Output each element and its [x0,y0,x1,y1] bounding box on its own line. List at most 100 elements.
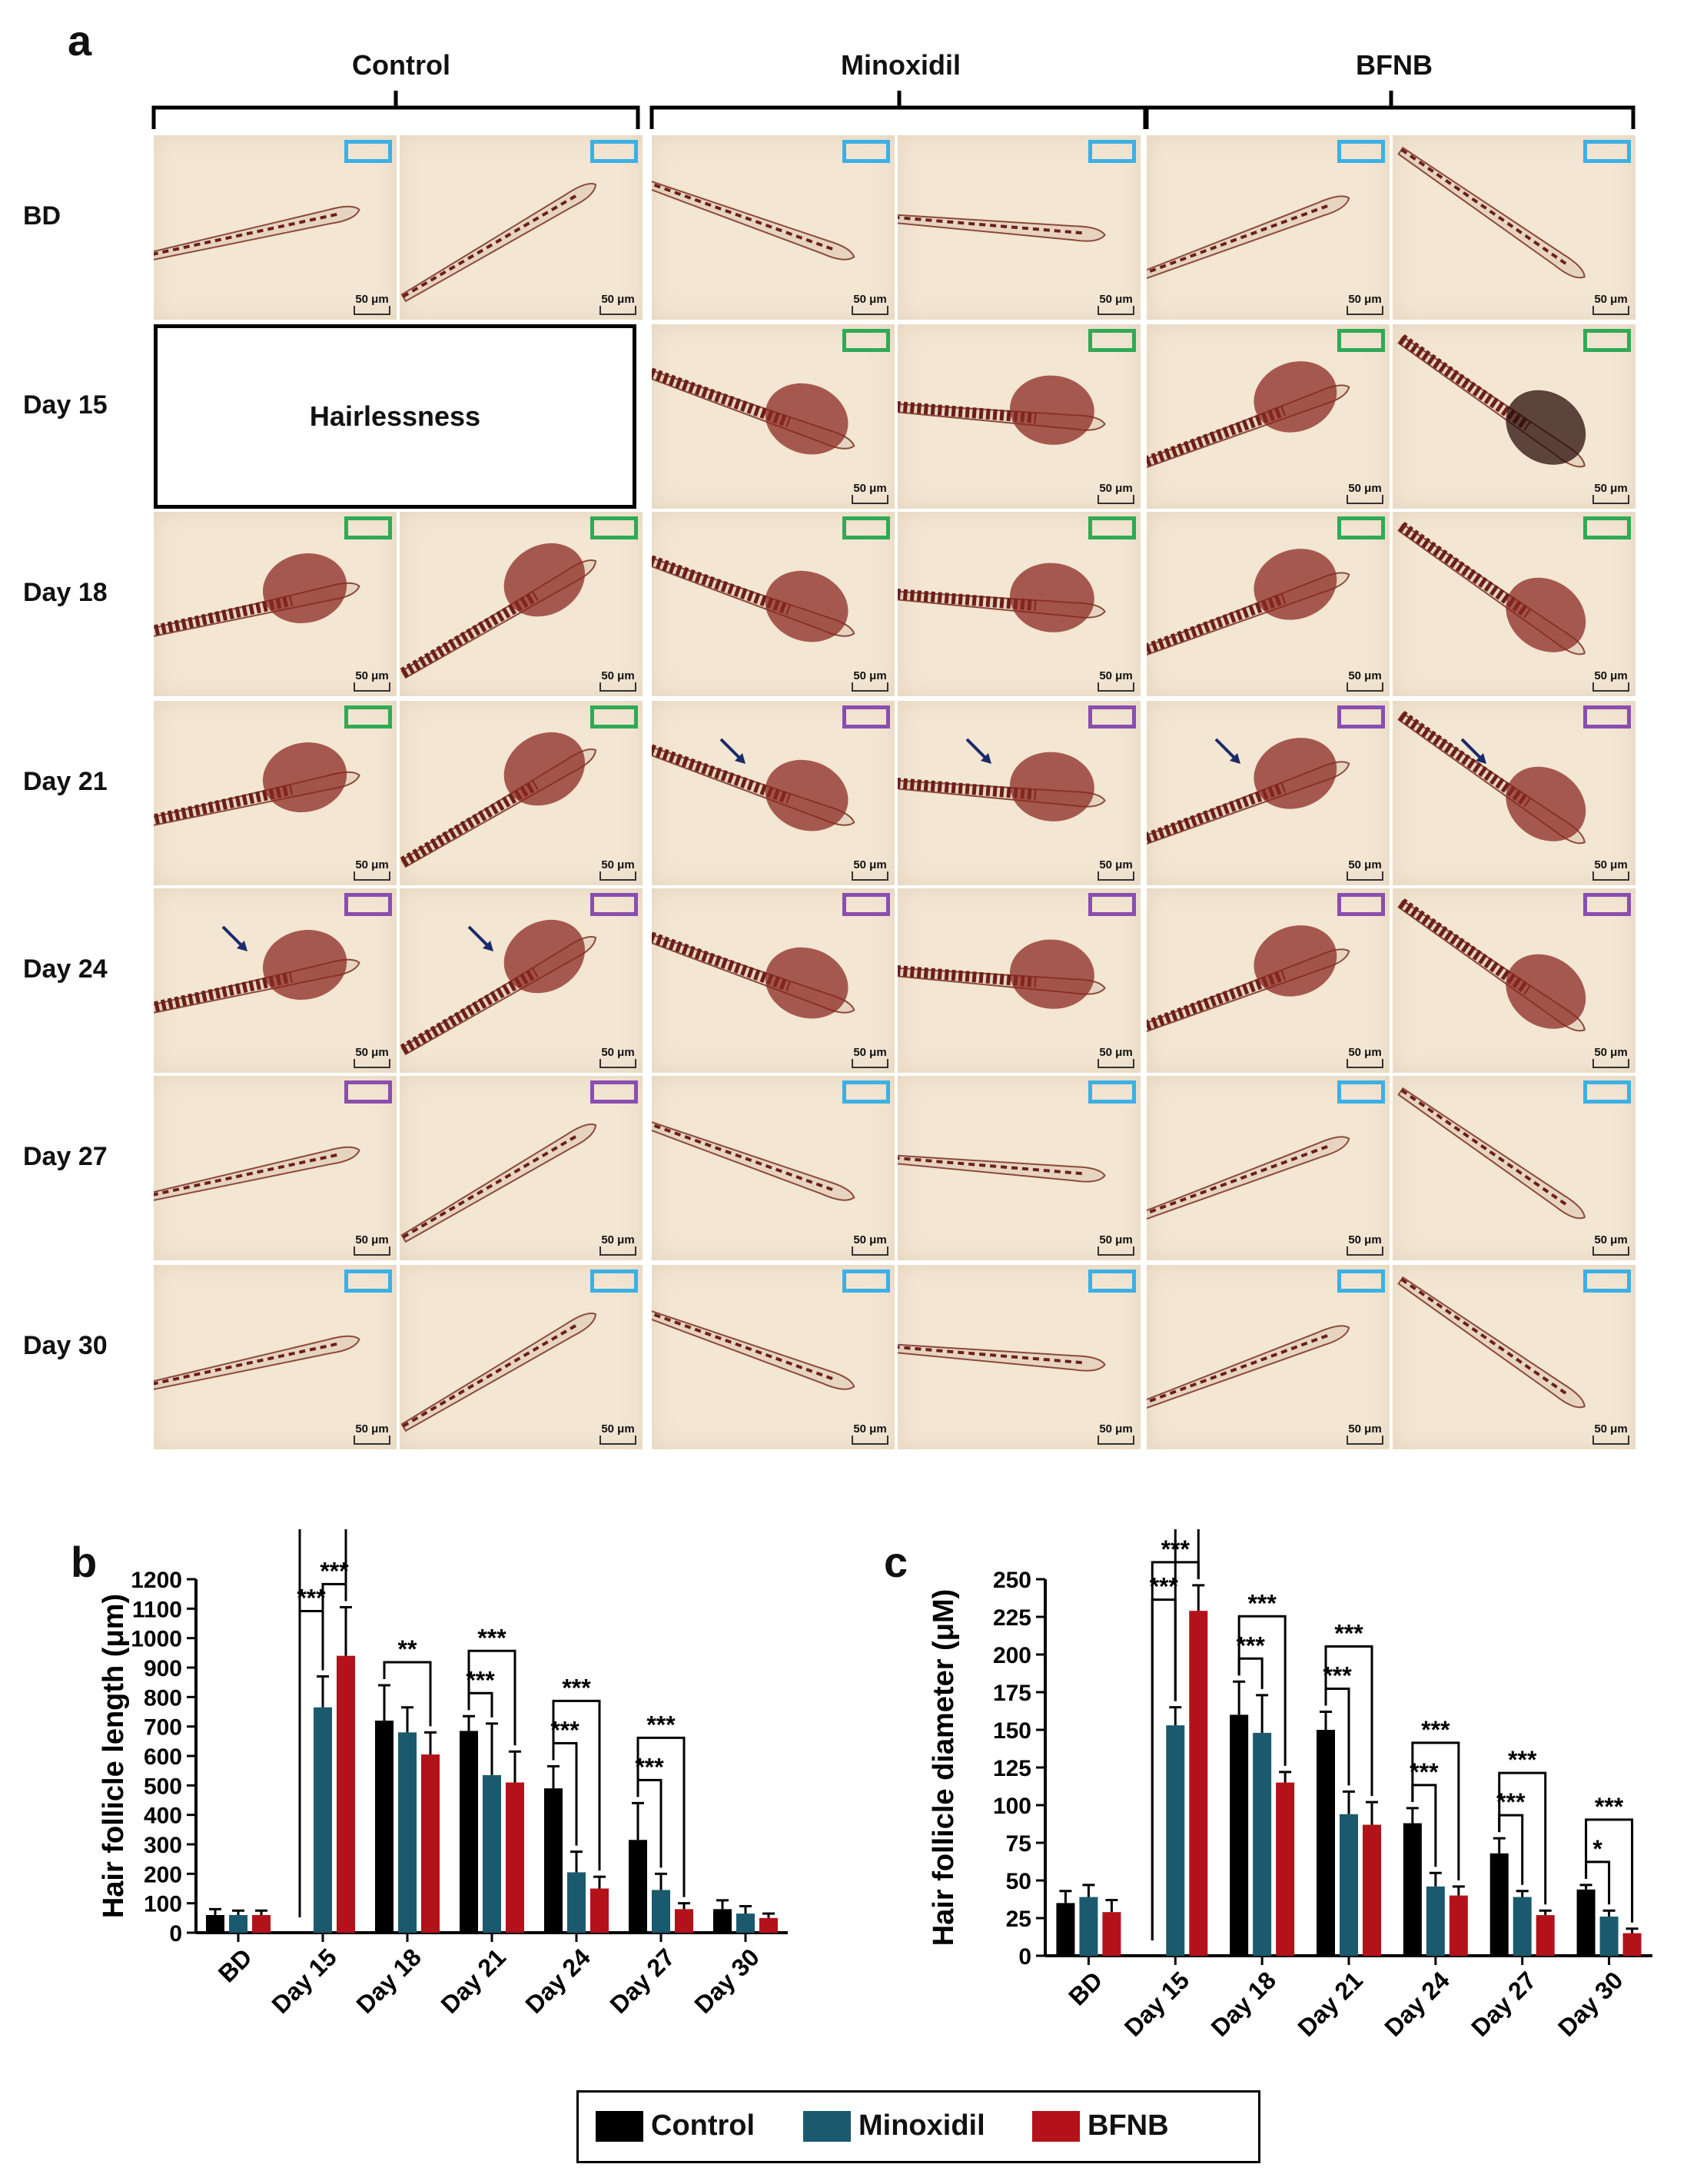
significance-label: *** [466,1666,495,1694]
scale-bar: 50 μm [354,293,390,315]
scale-bar: 50 μm [599,858,636,881]
micrograph-minoxidil-day-18-1: 50 μm [652,512,895,696]
micrograph-control-day-21-1: 50 μm [154,701,397,885]
y-tick-label: 700 [144,1715,182,1741]
stage-indicator-cyan [842,1270,890,1293]
y-tick-label: 200 [144,1862,182,1887]
hair-follicle-image [652,1307,855,1390]
significance-label: *** [1323,1661,1352,1689]
scale-bar-label: 50 μm [853,669,887,682]
micrograph-minoxidil-bd-1: 50 μm [652,135,895,320]
row-label-day-24: Day 24 [23,954,108,984]
x-tick-label: Day 15 [1119,1966,1194,2041]
micrograph-control-day-27-1: 50 μm [154,1076,397,1260]
micrograph-control-day-30-2: 50 μm [400,1265,643,1449]
micrograph-minoxidil-day-30-1: 50 μm [652,1265,895,1449]
bar-minoxidil-day-21 [1340,1814,1358,1956]
stage-indicator-cyan [1583,1080,1631,1104]
legend-item-minoxidil: Minoxidil [803,2109,985,2143]
scale-bar-label: 50 μm [1348,858,1382,871]
scale-bar-label: 50 μm [853,1046,887,1059]
hair-follicle-image [1397,146,1586,279]
micrograph-control-day-27-2: 50 μm [400,1076,643,1260]
scale-bar: 50 μm [1592,1046,1629,1068]
scale-bar-line [599,1436,636,1445]
micrograph-control-day-24-1: 50 μm [154,888,397,1073]
bar-control-day-21 [1317,1730,1335,1956]
stage-indicator-purple [1088,705,1136,729]
scale-bar: 50 μm [852,669,888,692]
y-tick-label: 225 [993,1605,1031,1631]
y-tick-label: 0 [169,1921,182,1947]
hair-follicle-image [154,553,360,640]
hair-follicle-image [1147,195,1350,281]
y-tick-label: 75 [1006,1831,1031,1857]
significance-label: *** [635,1753,664,1781]
stage-indicator-purple [1337,893,1385,916]
stage-indicator-green [1088,516,1136,539]
hair-follicle-image [898,375,1106,445]
scale-bar-line [852,1436,888,1445]
hair-follicle-image [400,732,597,868]
scale-bar: 50 μm [1347,482,1383,504]
y-tick-label: 50 [1006,1869,1031,1894]
hair-follicle-image [898,1343,1106,1372]
scale-bar-line [599,682,636,692]
legend-swatch-bfnb [1032,2110,1080,2142]
scale-bar-line [1347,1059,1383,1068]
bar-control-day-30 [1576,1889,1596,1956]
bar-bfnb-day-27 [675,1909,693,1933]
scale-bar-label: 50 μm [355,669,389,682]
significance-bracket [467,1691,493,1718]
micrograph-bfnb-day-21-2: 50 μm [1393,701,1636,885]
y-tick-label: 1000 [131,1627,182,1652]
bar-minoxidil-day-27 [1513,1897,1532,1956]
scale-bar: 50 μm [1098,858,1134,881]
x-tick-label: Day 15 [267,1943,342,2018]
scale-bar: 50 μm [852,858,888,881]
scale-bar-line [1347,1436,1383,1445]
y-tick-label: 400 [144,1804,182,1829]
y-tick-label: 800 [144,1685,182,1711]
hair-follicle-image [1397,898,1586,1032]
significance-bracket [1498,1771,1547,1905]
bar-minoxidil-day-30 [1599,1917,1619,1956]
stage-indicator-green [344,705,392,729]
stage-indicator-purple [842,893,890,916]
scale-bar-label: 50 μm [853,858,887,871]
scale-bar-label: 50 μm [1099,669,1133,682]
hair-follicle-image [1397,710,1586,845]
scale-bar-line [1347,682,1383,692]
scale-bar: 50 μm [852,1422,888,1445]
scale-bar-label: 50 μm [1099,1422,1133,1436]
scale-bar: 50 μm [1347,1046,1383,1068]
scale-bar: 50 μm [599,1046,636,1068]
scale-bar-line [852,495,888,504]
scale-bar-line [1098,1059,1134,1068]
legend-label-minoxidil: Minoxidil [858,2109,985,2142]
micrograph-control-bd-1: 50 μm [154,135,397,320]
bar-bfnb-day-27 [1536,1915,1555,1956]
stage-indicator-purple [1583,705,1631,729]
scale-bar-label: 50 μm [601,1422,635,1436]
y-tick-label: 125 [993,1756,1031,1781]
x-tick-label: Day 21 [1293,1966,1368,2041]
stage-indicator-green [1337,516,1385,539]
micrograph-minoxidil-bd-2: 50 μm [898,135,1141,320]
scale-bar-line [852,306,888,315]
significance-label: * [1592,1835,1602,1863]
scale-bar: 50 μm [354,1233,390,1256]
bar-control-day-21 [460,1731,478,1933]
row-label-day-21: Day 21 [23,767,108,796]
scale-bar-label: 50 μm [601,669,635,682]
scale-bar-line [354,871,390,881]
scale-bar: 50 μm [1098,1422,1134,1445]
stage-indicator-cyan [590,140,638,163]
scale-bar: 50 μm [354,858,390,881]
stage-indicator-purple [344,1080,392,1104]
row-label-day-18: Day 18 [23,578,108,607]
hairlessness-box: Hairlessness [154,324,636,509]
scale-bar-label: 50 μm [1594,1233,1628,1246]
significance-bracket [467,1649,516,1746]
y-tick-label: 175 [993,1681,1031,1706]
